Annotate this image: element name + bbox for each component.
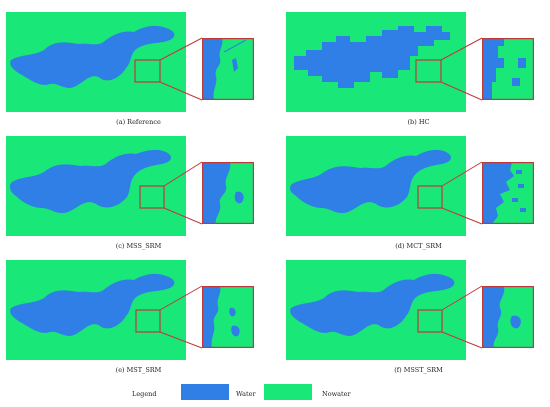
panel-d-zoom [482, 162, 534, 224]
panel-e-caption: (e) MST_SRM [115, 366, 162, 374]
legend: Legend Water Nowater [0, 384, 550, 404]
panel-d-connector [441, 161, 483, 225]
panel-a-connector [159, 37, 203, 101]
legend-water-swatch [181, 384, 229, 400]
panel-b-map [286, 12, 466, 112]
panel-a: (a) Reference [6, 12, 271, 130]
panel-b: (b) HC [286, 12, 550, 130]
panel-f-map [286, 260, 466, 360]
panel-a-map [6, 12, 186, 112]
panel-c-caption: (c) MSS_SRM [115, 242, 162, 250]
panel-d: (d) MCT_SRM [286, 136, 550, 254]
legend-nowater-label: Nowater [322, 390, 351, 398]
panel-a-zoom [202, 38, 254, 100]
panel-f: (f) MSST_SRM [286, 260, 550, 378]
panel-c-connector [163, 161, 203, 225]
legend-water-label: Water [236, 390, 256, 398]
panel-d-map [286, 136, 466, 236]
panel-f-connector [441, 285, 483, 349]
panel-e-connector [159, 285, 203, 349]
panel-c: (c) MSS_SRM [6, 136, 271, 254]
panel-e-map [6, 260, 186, 360]
panel-c-map [6, 136, 186, 236]
panel-d-caption: (d) MCT_SRM [395, 242, 442, 250]
panel-b-connector [440, 37, 483, 101]
panel-e-zoom [202, 286, 254, 348]
panel-f-zoom [482, 286, 534, 348]
panel-a-caption: (a) Reference [116, 118, 161, 126]
legend-title: Legend [132, 390, 157, 398]
legend-nowater-swatch [264, 384, 312, 400]
panel-e: (e) MST_SRM [6, 260, 271, 378]
panel-b-zoom [482, 38, 534, 100]
panel-f-caption: (f) MSST_SRM [394, 366, 443, 374]
panel-b-caption: (b) HC [407, 118, 430, 126]
panel-c-zoom [202, 162, 254, 224]
